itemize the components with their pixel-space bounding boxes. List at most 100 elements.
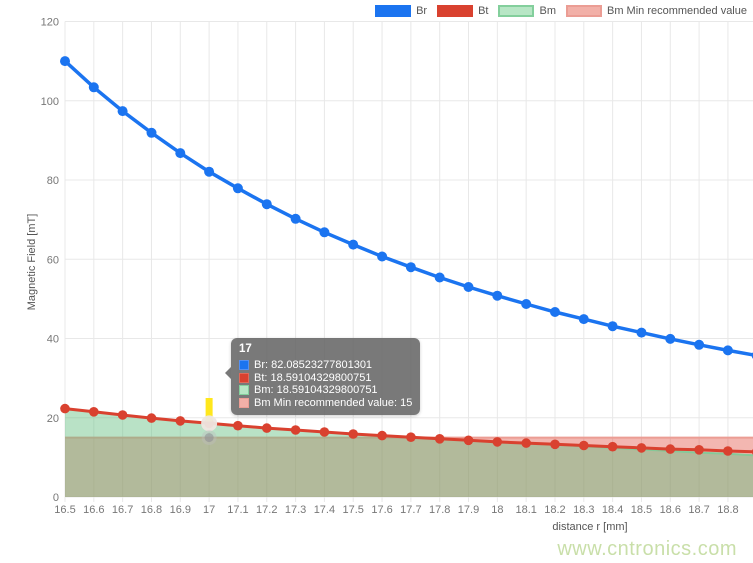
x-tick-label: 16.7 (112, 504, 133, 516)
bt-point[interactable] (434, 434, 445, 444)
bt-point[interactable] (290, 425, 301, 435)
bt-point[interactable] (89, 407, 99, 417)
legend-label-bm-min: Bm Min recommended value (606, 5, 747, 17)
legend-label-br: Br (416, 5, 428, 17)
hovered-bm-min-point[interactable] (204, 433, 214, 443)
x-tick-label: 18.5 (631, 504, 652, 516)
bt-point[interactable] (694, 445, 704, 455)
bt-point[interactable] (607, 441, 618, 452)
bt-point[interactable] (233, 420, 243, 431)
legend-item-bt[interactable]: Bt (437, 5, 488, 17)
br-point[interactable] (722, 345, 733, 356)
br-point[interactable] (694, 339, 705, 350)
bt-point[interactable] (550, 439, 560, 450)
x-tick-label: 16.9 (170, 504, 191, 516)
bt-point[interactable] (579, 440, 589, 451)
x-tick-label: 18.7 (688, 504, 709, 516)
x-tick-label: 18.2 (544, 504, 565, 516)
x-tick-label: 17.7 (400, 504, 421, 516)
hovered-bt-point-ring[interactable] (201, 415, 218, 432)
hover-marker-icon (205, 398, 213, 422)
legend-label-bm: Bm (539, 5, 556, 17)
y-tick-label: 80 (47, 175, 59, 187)
bt-point[interactable] (463, 435, 474, 446)
tooltip-value-bm: Bm: 18.59104329800751 (254, 384, 378, 397)
br-point[interactable] (232, 183, 243, 194)
bt-point[interactable] (262, 423, 272, 433)
x-tick-label: 17.6 (371, 504, 392, 516)
x-axis-title: distance r [mm] (552, 521, 628, 533)
br-point[interactable] (521, 299, 532, 309)
x-tick-label: 16.5 (54, 504, 75, 516)
br-point[interactable] (405, 262, 416, 273)
gridlines (64, 21, 753, 502)
x-tick-label: 17.9 (458, 504, 479, 516)
br-point[interactable] (175, 148, 186, 159)
br-point[interactable] (434, 272, 445, 283)
br-point[interactable] (146, 127, 157, 138)
br-point[interactable] (204, 166, 215, 177)
tooltip-row-bt: Bt: 18.59104329800751 (239, 372, 412, 385)
bt-point[interactable] (175, 416, 186, 426)
bt-point[interactable] (60, 403, 70, 414)
br-point[interactable] (60, 56, 70, 67)
y-tick-label: 120 (41, 17, 59, 29)
tooltip-color-swatch-bm (239, 385, 249, 396)
bt-point[interactable] (636, 443, 647, 453)
bt-point[interactable] (319, 427, 330, 437)
bt-point[interactable] (723, 446, 733, 456)
bt-point[interactable] (492, 437, 503, 447)
bt-point[interactable] (377, 430, 387, 441)
br-point[interactable] (290, 213, 301, 224)
y-tick-label: 0 (53, 492, 59, 504)
bt-point[interactable] (521, 438, 531, 448)
br-point[interactable] (578, 314, 589, 325)
legend-item-bm-min[interactable]: Bm Min recommended value (565, 5, 747, 17)
legend-swatch-br (375, 5, 412, 17)
br-point[interactable] (261, 199, 272, 210)
series-bm-area (64, 407, 753, 497)
y-tick-label: 20 (47, 413, 59, 425)
legend-swatch-bt (437, 5, 474, 17)
bt-point[interactable] (665, 444, 676, 454)
legend-item-bm[interactable]: Bm (498, 5, 556, 17)
br-point[interactable] (607, 321, 618, 332)
tooltip-row-bm: Bm: 18.59104329800751 (239, 384, 412, 397)
legend-item-br[interactable]: Br (375, 5, 427, 17)
br-point[interactable] (377, 251, 388, 262)
y-tick-label: 100 (41, 96, 59, 108)
br-point[interactable] (117, 106, 128, 117)
x-tick-label: 16.6 (83, 504, 104, 516)
br-point[interactable] (88, 82, 99, 93)
br-point[interactable] (463, 282, 474, 292)
br-point[interactable] (550, 307, 560, 317)
bt-point[interactable] (406, 432, 416, 443)
x-tick-label: 17.3 (285, 504, 306, 516)
legend-swatch-bm-min (565, 5, 602, 17)
y-axis-title: Magnetic Field [mT] (26, 213, 38, 311)
br-point[interactable] (492, 290, 503, 301)
axis-tick-labels: 16.5 16.6 16.7 16.8 16.9 17 17.1 17.2 17.3 17.4 17… (41, 17, 739, 517)
watermark: www.cntronics.com (557, 538, 737, 560)
y-tick-label: 40 (47, 334, 59, 346)
series-br-line (60, 56, 753, 359)
x-tick-label: 17.1 (227, 504, 248, 516)
bt-point[interactable] (348, 429, 359, 439)
x-tick-label: 18.4 (602, 504, 623, 516)
br-point[interactable] (636, 327, 647, 338)
x-tick-label: 18.6 (660, 504, 681, 516)
x-tick-label: 18.3 (573, 504, 594, 516)
tooltip-value-bt: Bt: 18.59104329800751 (254, 371, 372, 384)
br-point[interactable] (319, 227, 330, 238)
tooltip-value-bm-min: Bm Min recommended value: 15 (254, 396, 413, 409)
tooltip-row-bm-min: Bm Min recommended value: 15 (239, 397, 412, 410)
x-tick-label: 16.8 (141, 504, 162, 516)
bt-point[interactable] (146, 413, 157, 423)
bt-point[interactable] (117, 410, 128, 420)
tooltip-caret-icon (225, 367, 231, 379)
br-point[interactable] (665, 333, 676, 344)
tooltip-title: 17 (239, 343, 252, 355)
br-point[interactable] (348, 239, 359, 250)
